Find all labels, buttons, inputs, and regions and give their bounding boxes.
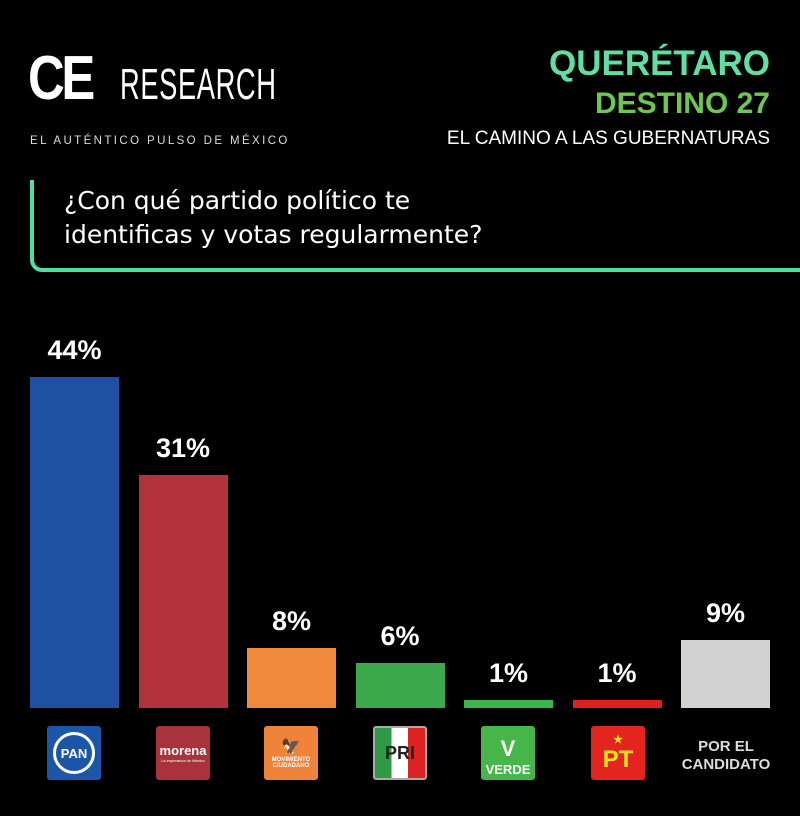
data-label-6: 9%: [705, 598, 746, 629]
data-label-3: 6%: [380, 620, 420, 651]
ce-research-logo: CE RESEARCH: [28, 44, 277, 113]
movimiento-ciudadano-logo-icon: 🦅 MOVIMIENTO CIUDADANO: [264, 726, 318, 780]
bar-1: [138, 474, 228, 708]
data-label-2: 8%: [271, 605, 312, 636]
pt-logo-icon: ★ PT: [591, 726, 645, 780]
data-label-4: 1%: [488, 658, 529, 689]
data-label-0: 44%: [47, 335, 102, 365]
bar-2: [247, 647, 336, 708]
data-label-5: 1%: [597, 658, 637, 689]
data-label-1: 31%: [155, 432, 211, 463]
title: QUERÉTARO: [548, 44, 770, 83]
caption: EL CAMINO A LAS GUBERNATURAS: [446, 128, 770, 149]
bar-0: [30, 377, 119, 708]
bar-3: [355, 662, 445, 708]
bar-5: [572, 700, 662, 708]
verde-logo-icon: V VERDE: [481, 726, 535, 780]
pan-logo-icon: PAN: [47, 726, 101, 780]
bar-6: [681, 640, 770, 708]
question-frame: [30, 180, 800, 272]
question: ¿Con qué partido político te identificas…: [64, 186, 483, 249]
tagline: EL AUTÉNTICO PULSO DE MÉXICO: [30, 135, 290, 147]
pri-logo-icon: PRI: [373, 726, 427, 780]
subtitle: DESTINO 27: [594, 87, 770, 120]
por-el-candidato-label: POR EL CANDIDATO: [681, 738, 771, 773]
bar-4: [464, 700, 553, 708]
morena-logo-icon: morena La esperanza de México: [156, 726, 210, 780]
